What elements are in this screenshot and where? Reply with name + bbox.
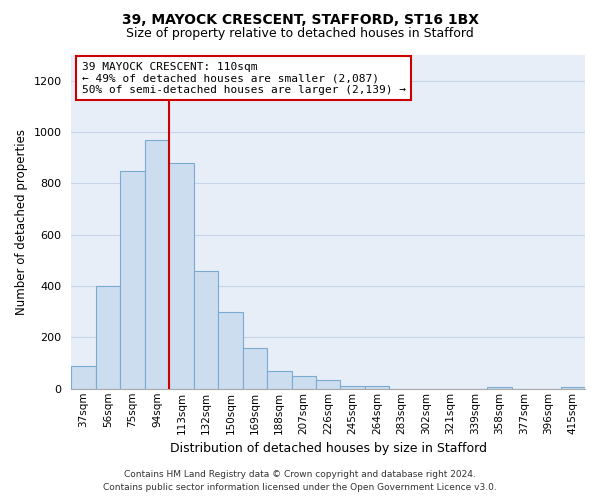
Bar bbox=[218, 312, 242, 389]
Text: Size of property relative to detached houses in Stafford: Size of property relative to detached ho… bbox=[126, 28, 474, 40]
Bar bbox=[292, 376, 316, 389]
Bar bbox=[96, 286, 121, 389]
X-axis label: Distribution of detached houses by size in Stafford: Distribution of detached houses by size … bbox=[170, 442, 487, 455]
Bar bbox=[169, 163, 194, 389]
Bar bbox=[121, 170, 145, 389]
Bar bbox=[560, 388, 585, 389]
Y-axis label: Number of detached properties: Number of detached properties bbox=[15, 129, 28, 315]
Bar bbox=[487, 388, 512, 389]
Text: Contains HM Land Registry data © Crown copyright and database right 2024.
Contai: Contains HM Land Registry data © Crown c… bbox=[103, 470, 497, 492]
Text: 39, MAYOCK CRESCENT, STAFFORD, ST16 1BX: 39, MAYOCK CRESCENT, STAFFORD, ST16 1BX bbox=[121, 12, 479, 26]
Bar bbox=[316, 380, 340, 389]
Bar bbox=[71, 366, 96, 389]
Bar bbox=[194, 270, 218, 389]
Bar bbox=[267, 371, 292, 389]
Bar bbox=[242, 348, 267, 389]
Bar bbox=[145, 140, 169, 389]
Text: 39 MAYOCK CRESCENT: 110sqm
← 49% of detached houses are smaller (2,087)
50% of s: 39 MAYOCK CRESCENT: 110sqm ← 49% of deta… bbox=[82, 62, 406, 95]
Bar bbox=[365, 386, 389, 389]
Bar bbox=[340, 386, 365, 389]
